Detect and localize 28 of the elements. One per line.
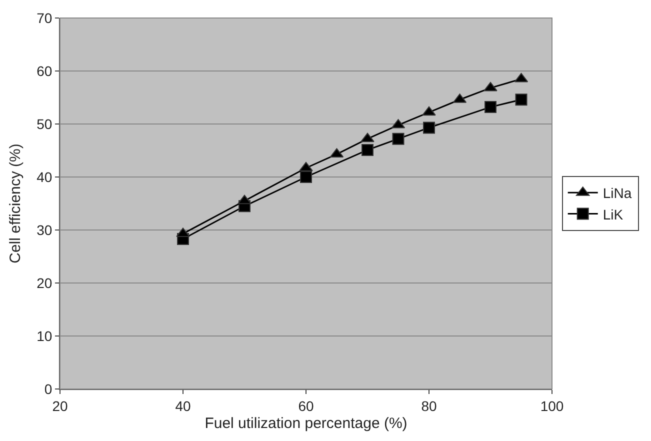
x-tick-label: 100 [540,398,564,414]
point [300,171,312,183]
y-axis-title: Cell efficiency (%) [7,144,24,264]
legend-label: LiNa [602,185,632,202]
y-tick-label: 60 [36,62,52,79]
point [299,162,313,172]
y-tick-label: 30 [36,222,52,238]
point [484,101,496,114]
y-tick-label: 70 [36,10,52,26]
x-tick-label: 40 [175,398,191,414]
point [422,106,436,116]
x-tick-label: 80 [421,398,437,414]
x-tick-label: 60 [298,398,314,414]
point [515,94,528,106]
y-tick-label: 10 [36,328,52,344]
y-tick-label: 20 [36,274,52,291]
legend-label: LiK [602,206,624,222]
point [360,132,374,142]
point [423,122,435,134]
point [392,132,404,145]
point [362,144,374,156]
point [484,82,498,92]
x-tick-label: 20 [52,398,68,414]
y-tick-label: 40 [36,168,52,185]
x-axis-title: Fuel utilization percentage (%) [204,414,408,432]
point [238,194,252,204]
y-tick-label: 50 [36,116,52,132]
y-tick-label: 0 [44,380,52,397]
